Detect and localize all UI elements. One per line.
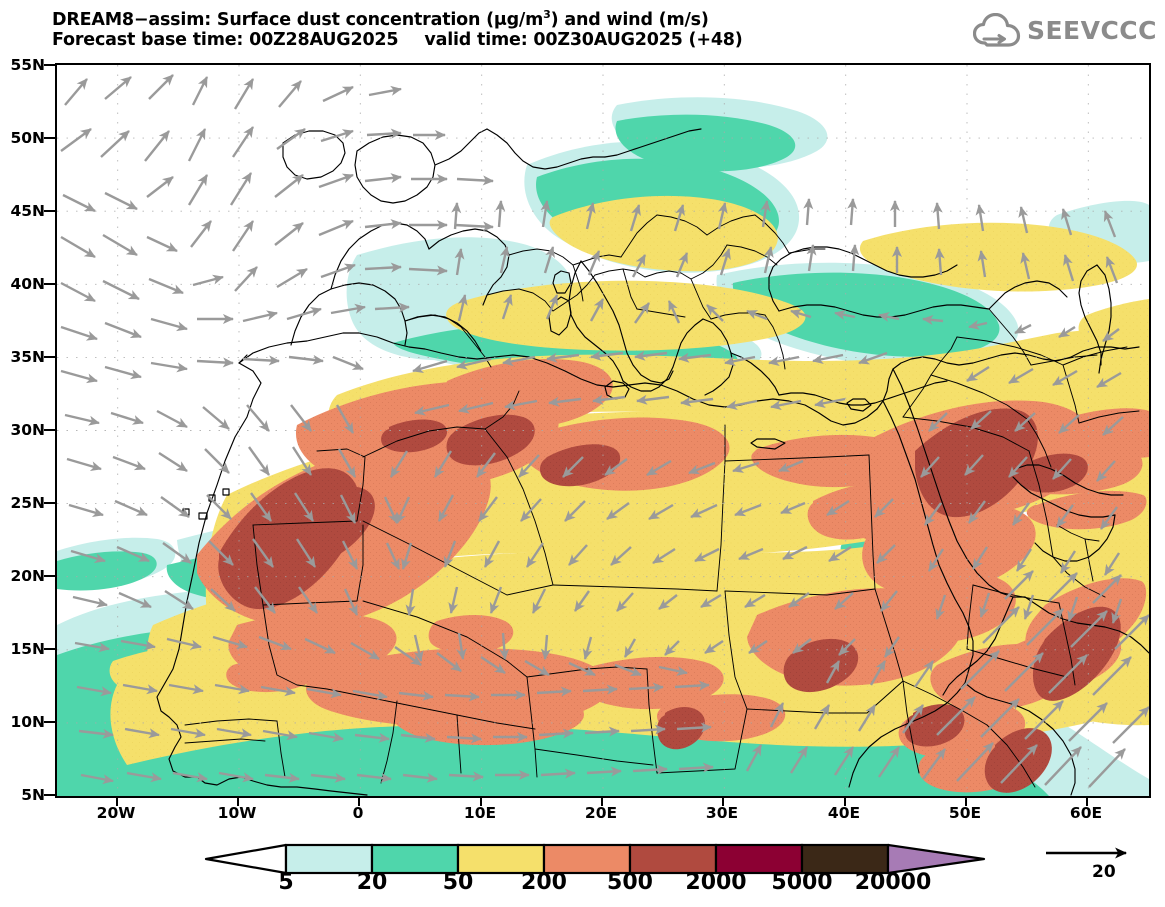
- page-title: DREAM8−assim: Surface dust concentration…: [52, 8, 709, 30]
- colorbar-block-50-200: [456, 843, 546, 875]
- cloud-arrow-icon: [972, 13, 1021, 47]
- colorbar-block-2000-5000: [714, 843, 804, 875]
- colorbar-block-5000-20000: [800, 843, 890, 875]
- x-tick-label-50e: 50E: [948, 804, 982, 822]
- map-plot-area[interactable]: [55, 63, 1151, 798]
- colorbar-block-200-500: [542, 843, 632, 875]
- wind-arrow-icon: [1046, 847, 1128, 859]
- title-superscript: 3: [543, 8, 551, 21]
- page-subtitle: Forecast base time: 00Z28AUG2025 valid ti…: [52, 30, 743, 50]
- dust-concentration-map: [57, 65, 1149, 796]
- forecast-base-time: Forecast base time: 00Z28AUG2025: [52, 30, 399, 50]
- y-tick-label-40n: 40N: [10, 275, 45, 293]
- logo-text: SEEVCCC: [1026, 15, 1157, 45]
- y-tick-label-50n: 50N: [10, 129, 45, 147]
- y-tick-label-5n: 5N: [21, 786, 45, 804]
- colorbar-label-5000: 5000: [771, 870, 833, 895]
- y-tick-label-20n: 20N: [10, 567, 45, 585]
- x-tick-label-60e: 60E: [1069, 804, 1103, 822]
- y-tick-label-10n: 10N: [10, 713, 45, 731]
- colorbar-block-20-50: [370, 843, 460, 875]
- forecast-valid-time: valid time: 00Z30AUG2025 (+48): [424, 30, 743, 50]
- y-tick-label-55n: 55N: [10, 56, 45, 74]
- title-main-text: DREAM8−assim: Surface dust concentration…: [52, 9, 544, 30]
- colorbar-container: 5 20 50 200 500 2000 5000 20000: [0, 838, 1165, 907]
- lat-lon-grid: [57, 65, 1149, 796]
- colorbar-overflow-tip: [886, 843, 986, 875]
- x-tick-label-40e: 40E: [827, 804, 861, 822]
- x-tick-label-20w: 20W: [96, 804, 136, 822]
- wind-vector-layer: [60, 74, 1149, 788]
- header: DREAM8−assim: Surface dust concentration…: [0, 0, 1165, 60]
- colorbar-label-20: 20: [356, 870, 388, 895]
- coastline-border-layer: [156, 128, 1149, 796]
- colorbar-label-50: 50: [442, 870, 474, 895]
- colorbar-label-500: 500: [607, 870, 653, 895]
- seevccc-logo[interactable]: SEEVCCC: [972, 10, 1157, 50]
- colorbar-label-2000: 2000: [685, 870, 747, 895]
- x-tick-label-30e: 30E: [705, 804, 739, 822]
- y-tick-label-30n: 30N: [10, 421, 45, 439]
- y-tick-label-25n: 25N: [10, 494, 45, 512]
- wind-reference-legend: 20: [1040, 842, 1150, 890]
- y-tick-label-45n: 45N: [10, 202, 45, 220]
- colorbar-label-20000: 20000: [854, 870, 932, 895]
- colorbar-label-200: 200: [521, 870, 567, 895]
- wind-reference-label: 20: [1092, 862, 1116, 882]
- x-tick-label-0: 0: [352, 804, 364, 822]
- y-tick-label-35n: 35N: [10, 348, 45, 366]
- x-tick-label-10e: 10E: [463, 804, 497, 822]
- colorbar-underflow-tip: [204, 843, 288, 875]
- dust-concentration-colorbar[interactable]: [200, 842, 990, 876]
- x-tick-label-20e: 20E: [584, 804, 618, 822]
- colorbar-label-5: 5: [278, 870, 294, 895]
- colorbar-block-500-2000: [628, 843, 718, 875]
- x-tick-label-10w: 10W: [217, 804, 257, 822]
- y-tick-label-15n: 15N: [10, 640, 45, 658]
- title-main-text-end: ) and wind (m/s): [550, 9, 709, 30]
- colorbar-block-5-20: [284, 843, 374, 875]
